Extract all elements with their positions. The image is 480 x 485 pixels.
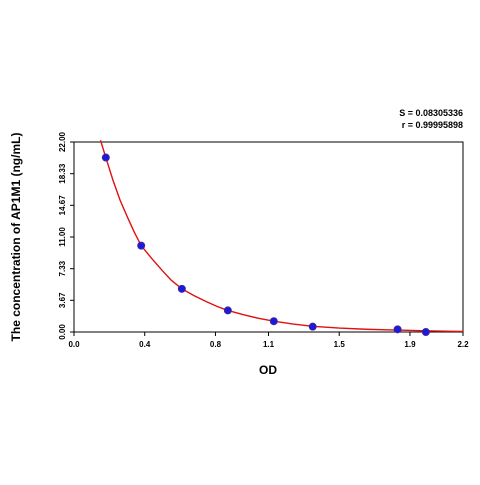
- x-tick-label: 2.2: [457, 340, 469, 349]
- data-point: [308, 322, 317, 331]
- data-point: [269, 317, 278, 326]
- stat-r: r = 0.99995898: [402, 120, 463, 130]
- x-tick-label: 1.1: [263, 340, 275, 349]
- y-tick-label: 18.33: [58, 163, 67, 184]
- y-tick-label: 7.33: [58, 260, 67, 276]
- data-point: [101, 153, 110, 162]
- stat-s: S = 0.08305336: [399, 108, 463, 118]
- x-tick-label: 0.4: [139, 340, 151, 349]
- x-tick-label: 0.0: [68, 340, 80, 349]
- x-tick-label: 1.9: [404, 340, 416, 349]
- y-tick-label: 14.67: [58, 195, 67, 216]
- plot-frame: [73, 141, 464, 333]
- data-point: [393, 325, 402, 334]
- x-tick-label: 1.5: [334, 340, 346, 349]
- data-point: [137, 241, 146, 250]
- x-axis-label: OD: [259, 363, 277, 377]
- y-tick-label: 0.00: [58, 324, 67, 340]
- y-tick-label: 11.00: [58, 227, 67, 247]
- y-axis-label: The concentration of AP1M1 (ng/mL): [9, 133, 23, 342]
- data-point: [421, 327, 430, 336]
- data-point: [223, 306, 232, 315]
- fit-curve: [99, 140, 463, 332]
- y-tick-label: 3.67: [58, 292, 67, 308]
- x-tick-label: 0.8: [210, 340, 222, 349]
- data-point: [177, 284, 186, 293]
- y-tick-label: 22.00: [58, 131, 67, 152]
